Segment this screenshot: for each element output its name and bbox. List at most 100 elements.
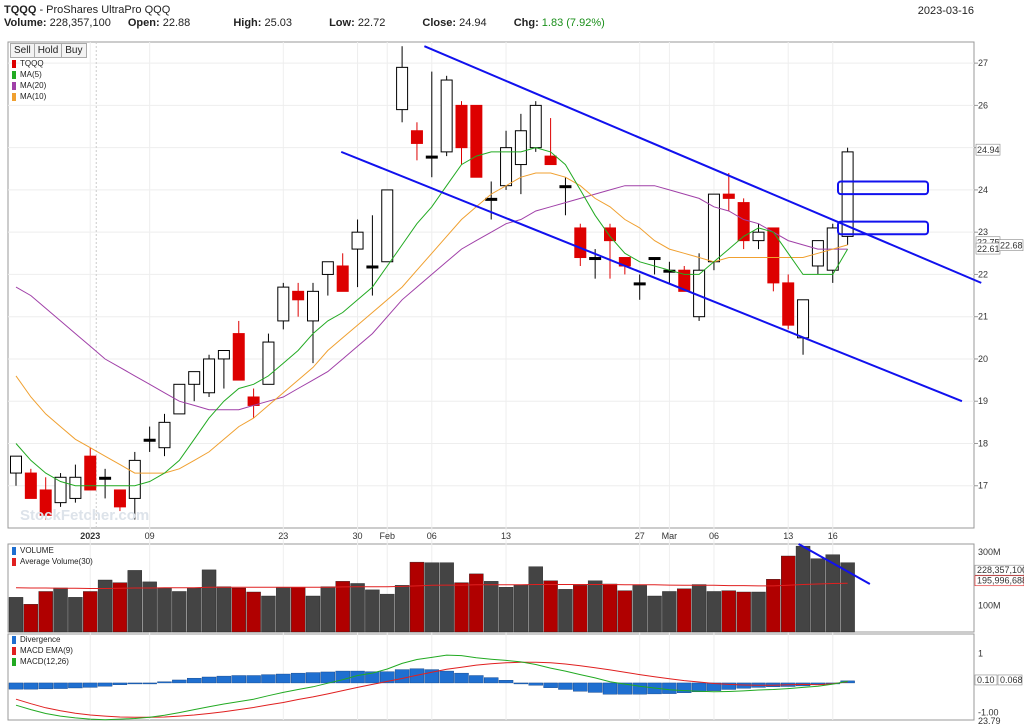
volume-bar: [157, 587, 172, 633]
candle-body: [54, 476, 67, 504]
candle-body: [455, 104, 468, 149]
price-tick-label: 17: [978, 481, 988, 491]
price-tick-label: 26: [978, 100, 988, 110]
chart-date: 2023-03-16: [917, 5, 974, 17]
divergence-bar: [469, 675, 484, 684]
divergence-bar: [602, 682, 618, 695]
macd-line: [15, 654, 848, 721]
divergence-bar: [454, 672, 469, 684]
volume-bar: [484, 581, 499, 633]
candle-body: [737, 202, 750, 242]
candle-body: [336, 265, 349, 292]
legend-swatch: [12, 71, 16, 79]
price-tick-label: 21: [978, 312, 988, 322]
divergence-bar: [261, 674, 276, 684]
divergence-bar: [186, 677, 202, 684]
legend-label: MA(20): [20, 81, 47, 90]
legend-label: Divergence: [20, 635, 61, 644]
volume-trendline: [798, 543, 871, 585]
average-volume-line: [15, 582, 848, 589]
close-value: 24.94: [459, 17, 487, 29]
volume-tick-label: 100M: [978, 600, 1001, 610]
legend-label: Average Volume(30): [20, 557, 93, 566]
macd-flag: [974, 674, 998, 686]
candle-body: [589, 257, 602, 261]
volume-bar: [662, 591, 677, 633]
divergence-bar: [8, 682, 24, 690]
legend-label: MACD EMA(9): [20, 646, 73, 655]
candle-body: [544, 155, 557, 166]
divergence-bar: [484, 677, 499, 684]
volume-bar: [246, 591, 261, 633]
divergence-bar: [409, 668, 425, 684]
candle-body: [173, 383, 186, 415]
divergence-bar: [558, 682, 573, 690]
volume-bar: [840, 562, 855, 633]
annotation-box: [837, 220, 929, 236]
volume-bar: [394, 585, 410, 633]
price-tick-label: 24: [978, 185, 988, 195]
divergence-bar: [439, 670, 454, 684]
divergence-bar: [290, 672, 306, 684]
sell-button[interactable]: Sell: [10, 43, 35, 58]
open-value: 22.88: [162, 17, 191, 29]
volume-bar: [290, 587, 306, 633]
ma5-line: [15, 147, 849, 487]
candle-body: [425, 155, 438, 159]
divergence-bar: [38, 682, 53, 690]
low-value: 22.72: [357, 17, 386, 29]
candle-body: [232, 333, 245, 381]
divergence-bar: [736, 682, 751, 689]
divergence-bar: [305, 672, 321, 684]
volume-bar: [810, 558, 826, 633]
volume-bar: [543, 580, 558, 633]
candle-body: [648, 257, 661, 261]
price-tick-label: 20: [978, 354, 988, 364]
divergence-bar: [276, 673, 291, 684]
candle-body: [410, 130, 423, 144]
divergence-bar: [142, 682, 157, 685]
open-label: Open:: [127, 17, 160, 29]
legend-swatch: [12, 647, 16, 655]
candle-body: [158, 421, 171, 449]
date-tick-label: Feb: [379, 531, 395, 541]
volume-bar: [350, 583, 365, 633]
legend-label: MACD(12,26): [20, 657, 69, 666]
macd-tick-label: 1: [978, 648, 983, 658]
volume-bar: [558, 589, 573, 633]
trend-channel-line: [423, 45, 982, 284]
price-flag-label: 22.75: [977, 238, 1000, 248]
legend-swatch: [12, 658, 16, 666]
ticker-symbol: TQQQ: [4, 4, 37, 16]
divergence-bar: [97, 682, 113, 687]
price-tick-label: 23: [978, 227, 988, 237]
volume-flag: [974, 564, 1024, 576]
date-tick-label: 16: [828, 531, 838, 541]
legend-label: MA(10): [20, 92, 47, 101]
divergence-bar: [691, 682, 707, 693]
volume-bar: [53, 587, 68, 633]
macd-flag-label: 0.068: [1000, 675, 1023, 685]
volume-bar: [424, 562, 439, 633]
price-flag-label: 22.61: [977, 244, 1000, 254]
candle-body: [722, 193, 735, 199]
candle-body: [143, 438, 156, 442]
volume-bar: [97, 579, 113, 633]
candle-body: [559, 185, 572, 189]
divergence-bar: [587, 682, 603, 693]
volume-bar: [706, 591, 722, 633]
price-tick-label: 18: [978, 438, 988, 448]
volume-bar: [469, 573, 484, 633]
candle-body: [396, 66, 409, 111]
volume-tick-label: 300M: [978, 547, 1001, 557]
divergence-bar: [83, 682, 98, 688]
candle-body: [84, 455, 97, 491]
date-tick-label: 27: [635, 531, 645, 541]
candle-body: [262, 341, 275, 385]
ma10-line: [15, 172, 848, 474]
hold-button[interactable]: Hold: [33, 43, 63, 58]
volume-bar: [587, 580, 603, 633]
legend-swatch: [12, 60, 16, 68]
buy-button[interactable]: Buy: [61, 43, 87, 58]
volume-bar: [68, 597, 83, 633]
